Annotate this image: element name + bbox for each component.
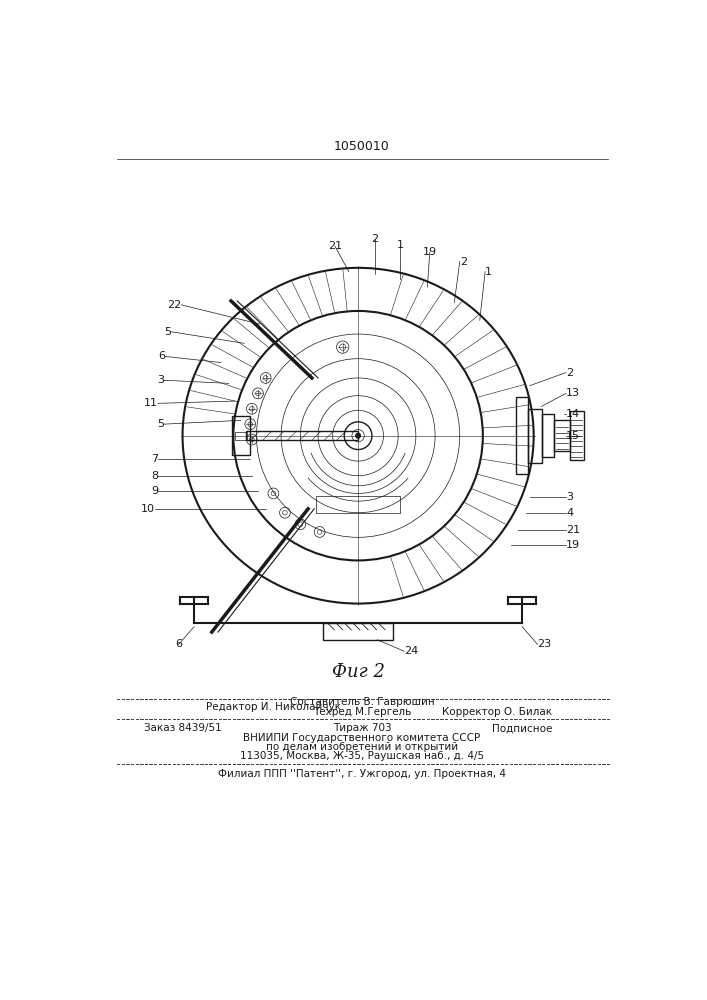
Text: 2: 2 xyxy=(460,257,467,267)
Text: 1: 1 xyxy=(485,267,492,277)
Bar xyxy=(570,411,584,460)
Text: 19: 19 xyxy=(423,247,437,257)
Text: 113035, Москва, Ж-35, Раушская наб., д. 4/5: 113035, Москва, Ж-35, Раушская наб., д. … xyxy=(240,751,484,761)
Text: 9: 9 xyxy=(151,486,158,496)
Text: Тираж 703: Тираж 703 xyxy=(332,723,391,733)
Text: 15: 15 xyxy=(566,431,580,441)
Text: Корректор О. Билак: Корректор О. Билак xyxy=(442,707,552,717)
Bar xyxy=(542,414,554,457)
Text: Подписное: Подписное xyxy=(492,723,552,733)
Bar xyxy=(316,496,400,513)
Text: 21: 21 xyxy=(566,525,580,535)
Text: Фиг 2: Фиг 2 xyxy=(332,663,385,681)
Text: 2: 2 xyxy=(371,234,379,244)
Text: 19: 19 xyxy=(566,540,580,550)
Bar xyxy=(232,416,250,455)
Text: 8: 8 xyxy=(151,471,158,481)
Text: 23: 23 xyxy=(537,639,551,649)
Text: 5: 5 xyxy=(164,327,171,337)
Text: 10: 10 xyxy=(141,504,155,514)
Bar xyxy=(247,431,358,440)
Text: 1: 1 xyxy=(397,240,404,250)
Bar xyxy=(324,623,393,640)
Text: 2: 2 xyxy=(566,368,573,378)
Text: 6: 6 xyxy=(158,351,165,361)
Text: 3: 3 xyxy=(566,492,573,502)
Text: 4: 4 xyxy=(566,508,573,518)
Bar xyxy=(235,432,247,440)
Text: 3: 3 xyxy=(157,375,164,385)
Text: 1050010: 1050010 xyxy=(334,140,390,153)
Text: 11: 11 xyxy=(144,398,158,408)
Bar xyxy=(516,397,528,474)
Text: 13: 13 xyxy=(566,388,580,398)
Text: Филиал ППП ''Патент'', г. Ужгород, ул. Проектная, 4: Филиал ППП ''Патент'', г. Ужгород, ул. П… xyxy=(218,769,506,779)
Text: Заказ 8439/51: Заказ 8439/51 xyxy=(144,723,222,733)
Text: 24: 24 xyxy=(404,646,419,656)
Text: 22: 22 xyxy=(167,300,181,310)
Text: Составитель В. Гаврюшин: Составитель В. Гаврюшин xyxy=(290,697,434,707)
Text: 7: 7 xyxy=(151,454,158,464)
Bar xyxy=(554,420,570,451)
Text: 14: 14 xyxy=(566,409,580,419)
Text: ВНИИПИ Государственного комитета СССР: ВНИИПИ Государственного комитета СССР xyxy=(243,733,481,743)
Circle shape xyxy=(356,433,361,438)
Text: Редактор И. Николайчук: Редактор И. Николайчук xyxy=(206,702,341,712)
Bar xyxy=(528,409,542,463)
Text: по делам изобретений и открытий: по делам изобретений и открытий xyxy=(266,742,458,752)
Text: 21: 21 xyxy=(328,241,342,251)
Text: 6: 6 xyxy=(175,639,182,649)
Text: 5: 5 xyxy=(157,419,164,429)
Text: Техред М.Гергель: Техред М.Гергель xyxy=(312,707,411,717)
